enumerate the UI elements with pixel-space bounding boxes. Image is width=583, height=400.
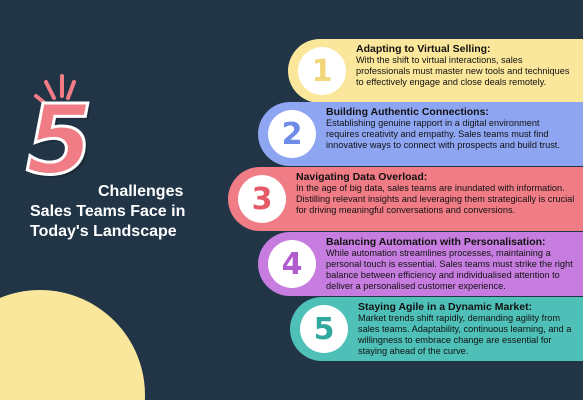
challenge-card-5: 5 Staying Agile in a Dynamic Market: Mar… bbox=[290, 297, 583, 361]
challenge-title: Navigating Data Overload: bbox=[296, 171, 428, 183]
headline-line-3: Today's Landscape bbox=[30, 223, 177, 240]
number-badge: 3 bbox=[238, 175, 286, 223]
challenge-title: Staying Agile in a Dynamic Market: bbox=[358, 301, 533, 313]
headline: Challenges Sales Teams Face in Today's L… bbox=[30, 182, 230, 242]
challenge-body: Market trends shift rapidly, demanding a… bbox=[358, 313, 572, 356]
number-badge: 2 bbox=[268, 110, 316, 158]
challenge-title: Building Authentic Connections: bbox=[326, 106, 489, 118]
challenge-body: Establishing genuine rapport in a digita… bbox=[326, 118, 560, 150]
number-badge: 4 bbox=[268, 240, 316, 288]
spark-lines-icon bbox=[34, 74, 76, 106]
big-number-five: 5 bbox=[25, 84, 95, 196]
headline-line-1: Challenges bbox=[98, 183, 184, 200]
number-badge: 5 bbox=[300, 305, 348, 353]
challenge-card-1: 1 Adapting to Virtual Selling: With the … bbox=[288, 39, 583, 103]
challenge-body: With the shift to virtual interactions, … bbox=[356, 55, 570, 87]
challenge-body: While automation streamlines processes, … bbox=[326, 248, 573, 291]
challenge-title: Adapting to Virtual Selling: bbox=[356, 43, 491, 55]
challenge-card-4: 4 Balancing Automation with Personalisat… bbox=[258, 232, 583, 296]
challenge-body: In the age of big data, sales teams are … bbox=[296, 183, 575, 215]
number-badge: 1 bbox=[298, 47, 346, 95]
challenge-title: Balancing Automation with Personalisatio… bbox=[326, 236, 546, 248]
sun-circle-decoration bbox=[0, 290, 145, 400]
challenge-card-3: 3 Navigating Data Overload: In the age o… bbox=[228, 167, 583, 231]
challenge-card-2: 2 Building Authentic Connections: Establ… bbox=[258, 102, 583, 166]
headline-line-2: Sales Teams Face in bbox=[30, 203, 186, 220]
